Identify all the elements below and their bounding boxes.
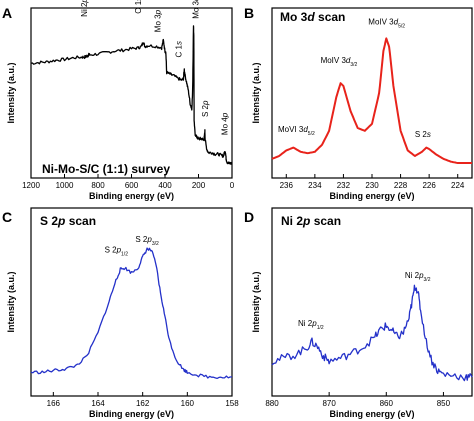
- peak-annotation: O 1s: [134, 0, 143, 14]
- peak-annotation: S 2p3/2: [135, 235, 159, 247]
- x-tick-label: 230: [365, 181, 379, 190]
- x-axis-label-a: Binding energy (eV): [89, 191, 174, 201]
- plot-frame-d: [271, 207, 473, 397]
- x-axis-label-b: Binding energy (eV): [329, 191, 414, 201]
- x-tick-label: 400: [158, 181, 172, 190]
- panel-title-b: Mo 3d scan: [280, 10, 345, 24]
- x-tick-label: 164: [91, 399, 105, 408]
- peak-annotation: C 1s: [174, 41, 183, 57]
- plot-frame-c: [30, 207, 233, 397]
- series-line-b: [271, 37, 472, 164]
- x-axis-label-d: Binding energy (eV): [329, 409, 414, 419]
- peak-annotation: MoIV 3d3/2: [321, 56, 358, 68]
- panel-title-a: Ni-Mo-S/C (1:1) survey: [42, 162, 170, 176]
- x-tick-label: 162: [136, 399, 150, 408]
- x-tick-label: 860: [380, 399, 394, 408]
- y-axis-label-d: Intensity (a.u.): [251, 271, 261, 332]
- y-axis-label-b: Intensity (a.u.): [251, 62, 261, 123]
- x-tick-label: 160: [181, 399, 195, 408]
- x-tick-label: 226: [422, 181, 436, 190]
- panel-letter-c: C: [2, 209, 12, 225]
- peak-annotation: MoIV 3d5/2: [368, 17, 405, 29]
- peak-annotation: Ni 2p1/2: [298, 319, 324, 331]
- x-tick-label: 880: [265, 399, 279, 408]
- x-tick-label: 0: [230, 181, 235, 190]
- panel-letter-a: A: [2, 5, 12, 21]
- x-tick-label: 224: [451, 181, 465, 190]
- x-tick-label: 870: [322, 399, 336, 408]
- peak-annotation: Mo 3d: [191, 0, 200, 19]
- peak-annotation: S 2p1/2: [105, 246, 129, 258]
- panel-letter-b: B: [244, 5, 254, 21]
- x-axis-label-c: Binding energy (eV): [89, 409, 174, 419]
- x-tick-label: 200: [192, 181, 206, 190]
- peak-annotation: MoVI 3d5/2: [278, 125, 315, 137]
- series-line-a: [30, 25, 233, 165]
- x-tick-label: 234: [308, 181, 322, 190]
- series-line-d: [271, 284, 473, 382]
- x-tick-label: 158: [225, 399, 239, 408]
- x-tick-label: 232: [337, 181, 351, 190]
- series-line-c: [30, 247, 233, 380]
- x-tick-label: 236: [280, 181, 294, 190]
- panel-title-c: S 2p scan: [40, 214, 96, 228]
- x-tick-label: 850: [437, 399, 451, 408]
- y-axis-label-c: Intensity (a.u.): [6, 271, 16, 332]
- x-tick-label: 228: [394, 181, 408, 190]
- panel-letter-d: D: [244, 209, 254, 225]
- peak-annotation: Ni 2p3/2: [405, 271, 431, 283]
- y-axis-label-a: Intensity (a.u.): [6, 62, 16, 123]
- peak-annotation: Ni 2p: [80, 0, 89, 17]
- x-tick-label: 600: [125, 181, 139, 190]
- panel-title-d: Ni 2p scan: [281, 214, 341, 228]
- x-tick-label: 1200: [22, 181, 40, 190]
- peak-annotation: S 2p: [201, 100, 210, 117]
- peak-annotation: Mo 3p: [153, 9, 162, 32]
- x-tick-label: 166: [47, 399, 61, 408]
- x-tick-label: 800: [91, 181, 105, 190]
- plot-frame-a: [30, 7, 233, 179]
- peak-annotation: S 2s: [415, 130, 431, 139]
- peak-annotation: Mo 4p: [220, 112, 229, 135]
- x-tick-label: 1000: [56, 181, 74, 190]
